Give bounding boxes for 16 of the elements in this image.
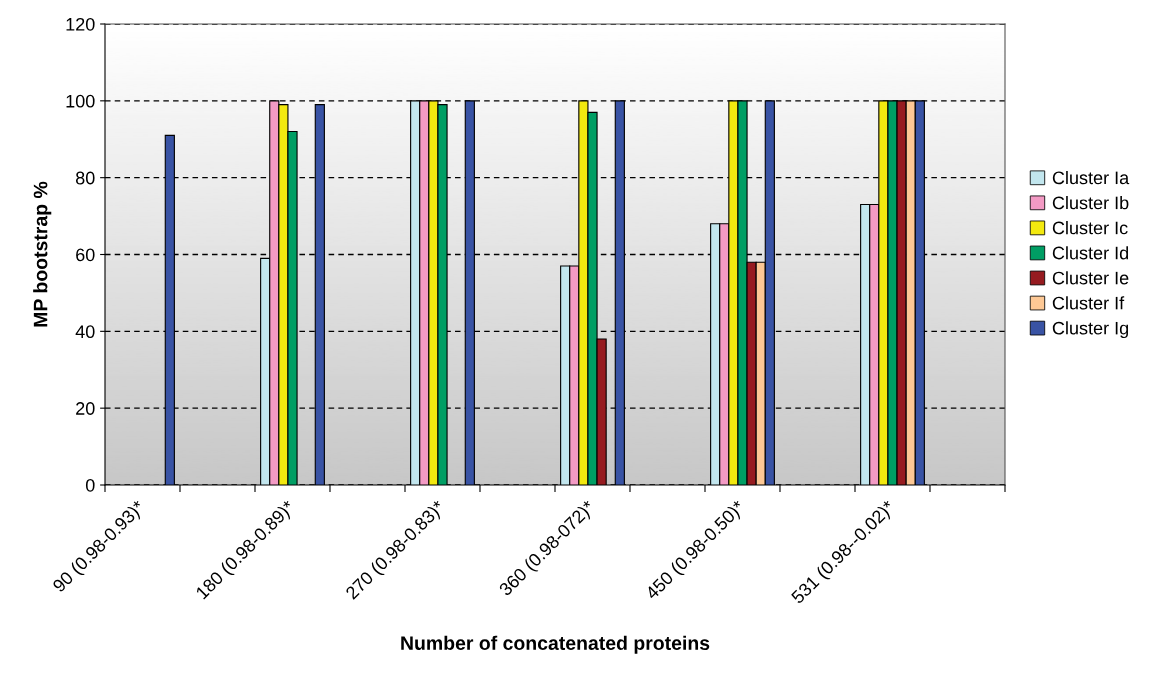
legend-label: Cluster Ia: [1052, 170, 1130, 185]
legend-label: Cluster Ig: [1052, 321, 1129, 339]
legend-label: Cluster Ib: [1052, 196, 1129, 210]
y-tick-label: 20: [76, 402, 95, 415]
legend-label: Cluster If: [1052, 296, 1125, 310]
y-tick-label: 40: [75, 325, 95, 339]
y-tick-label: 80: [75, 171, 95, 185]
y-axis-title: MP bootstrap %: [33, 181, 52, 327]
legend-label: Cluster Id: [1052, 246, 1129, 260]
y-tick-label: 100: [66, 94, 95, 108]
legend-label: Cluster Ie: [1052, 271, 1129, 285]
legend-label: Cluster Ic: [1052, 221, 1128, 235]
x-axis-title: Number of concatenated proteins: [401, 635, 710, 654]
y-tick-label: 120: [66, 17, 95, 31]
y-tick-label: 0: [85, 478, 95, 492]
y-tick-label: 60: [76, 248, 95, 262]
